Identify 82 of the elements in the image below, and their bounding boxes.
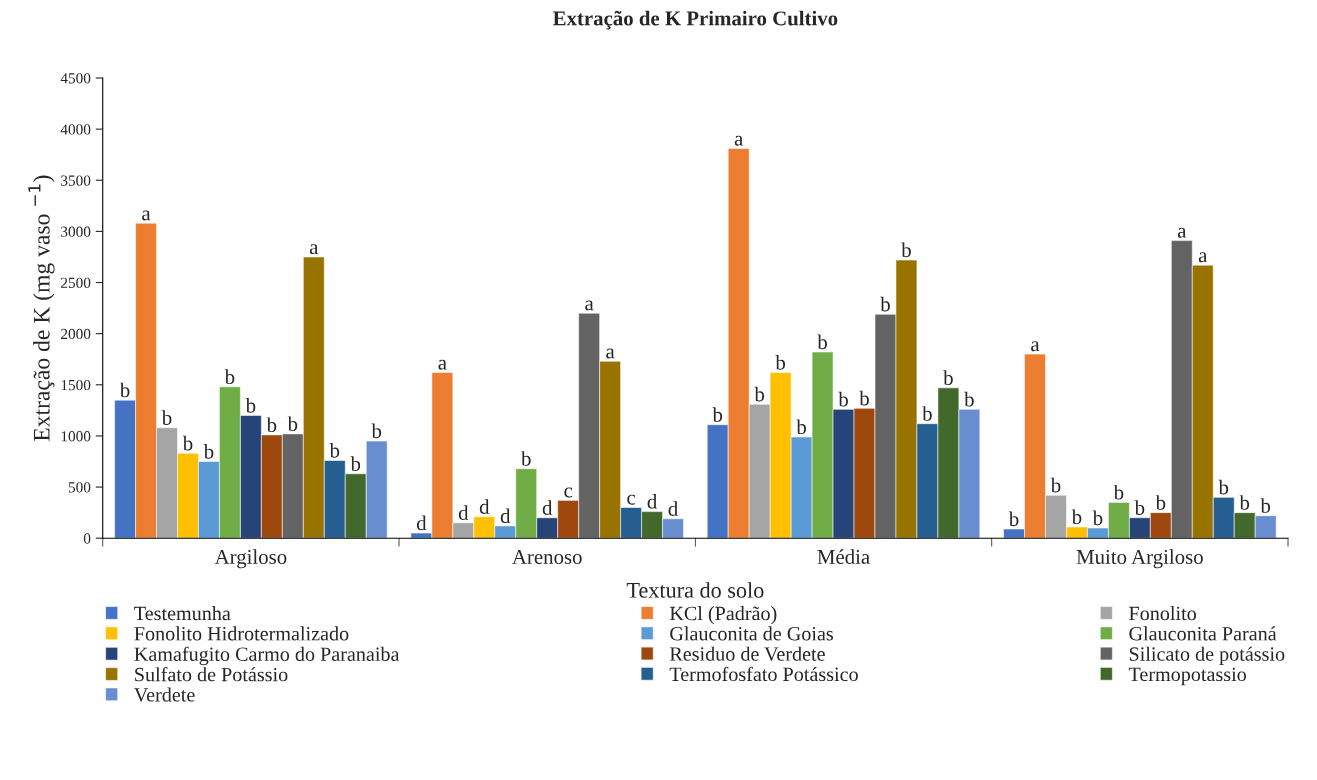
data-label: b xyxy=(224,369,235,384)
data-label: b xyxy=(329,442,340,458)
data-label: b xyxy=(775,355,786,370)
data-label: a xyxy=(734,135,744,146)
data-label: a xyxy=(438,359,447,370)
data-label: a xyxy=(1177,227,1187,238)
legend-label: Testemunha xyxy=(134,606,231,621)
data-label: a xyxy=(585,300,594,311)
data-label: d xyxy=(458,505,469,521)
data-label: b xyxy=(838,391,848,407)
data-label: c xyxy=(627,494,636,505)
y-tick-label: 4000 xyxy=(60,124,91,135)
data-label: b xyxy=(371,423,382,439)
data-label: b xyxy=(161,410,172,425)
data-label: b xyxy=(1092,510,1103,526)
y-tick-label: 3000 xyxy=(61,226,91,237)
data-label: b xyxy=(880,296,890,312)
legend-label: Sulfato de Potássio xyxy=(135,666,288,682)
data-label: b xyxy=(943,370,953,386)
x-axis-title: Textura do solo xyxy=(626,582,764,598)
x-tick-label: Argiloso xyxy=(214,549,287,569)
data-label: d xyxy=(647,494,658,509)
data-label: b xyxy=(922,406,932,421)
legend-label: Glauconita Paraná xyxy=(1129,626,1277,641)
data-label: d xyxy=(479,499,490,514)
data-label: a xyxy=(1031,341,1040,352)
y-axis-title: Extração de K (mg vaso $^{−1}$) xyxy=(28,175,55,442)
data-label: d xyxy=(416,515,427,531)
data-label: b xyxy=(1260,498,1271,513)
y-tick-label: 4500 xyxy=(60,73,91,84)
data-label: b xyxy=(1239,495,1250,510)
data-label: b xyxy=(266,417,277,433)
data-label: b xyxy=(1071,509,1082,525)
data-label: b xyxy=(754,386,765,402)
data-label: b xyxy=(1155,495,1166,510)
data-label: d xyxy=(500,508,511,524)
legend-label: KCl (Padrão) xyxy=(669,606,777,625)
legend-label: Silicato de potássio xyxy=(1129,646,1285,665)
legend-label: Kamafugito Carmo do Paranaiba xyxy=(134,646,400,666)
data-label: a xyxy=(606,348,615,359)
y-tick-label: 1500 xyxy=(61,379,91,391)
data-label: b xyxy=(1050,477,1061,493)
legend-label: Verdete xyxy=(134,687,195,702)
data-label: b xyxy=(1008,511,1019,527)
data-label: b xyxy=(119,382,130,398)
data-label: b xyxy=(712,407,723,422)
y-tick-label: 2500 xyxy=(61,277,91,288)
legend-label: Fonolito xyxy=(1129,606,1196,621)
legend-label: Fonolito Hidrotermalizado xyxy=(134,626,349,641)
data-label: b xyxy=(817,334,827,350)
legend-label: Glauconita de Goias xyxy=(670,626,834,641)
data-label: d xyxy=(668,501,678,516)
y-tick-label: 2000 xyxy=(61,328,91,340)
data-label: a xyxy=(309,244,319,255)
y-tick-label: 1000 xyxy=(61,431,91,442)
data-label: d xyxy=(542,500,553,515)
legend-label: Residuo de Verdete xyxy=(669,646,825,661)
data-label: b xyxy=(859,390,869,406)
data-label: b xyxy=(350,456,361,471)
x-tick-label: Arenoso xyxy=(512,550,582,564)
data-label: b xyxy=(964,391,974,407)
chart-title: Extração de K Primairo Cultivo xyxy=(553,10,838,30)
data-label: c xyxy=(564,487,573,498)
data-label: b xyxy=(796,419,807,435)
data-label: b xyxy=(1134,500,1145,515)
legend-label: Termopotassio xyxy=(1128,667,1247,686)
legend-label: Termofosfato Potássico xyxy=(669,666,858,682)
data-label: a xyxy=(142,210,151,221)
data-label: b xyxy=(245,397,256,413)
x-tick-label: Muito Argiloso xyxy=(1076,549,1203,569)
data-label: b xyxy=(182,435,193,451)
data-label: b xyxy=(287,416,298,432)
data-label: b xyxy=(521,451,531,466)
data-label: b xyxy=(1113,484,1124,500)
data-label: b xyxy=(203,444,214,459)
data-label: a xyxy=(1198,252,1208,263)
y-tick-label: 3500 xyxy=(61,175,91,186)
y-tick-label: 0 xyxy=(83,533,91,544)
data-label: b xyxy=(901,242,911,258)
y-tick-label: 500 xyxy=(68,482,91,493)
data-label: b xyxy=(1218,479,1229,495)
x-tick-label: Média xyxy=(817,549,870,564)
